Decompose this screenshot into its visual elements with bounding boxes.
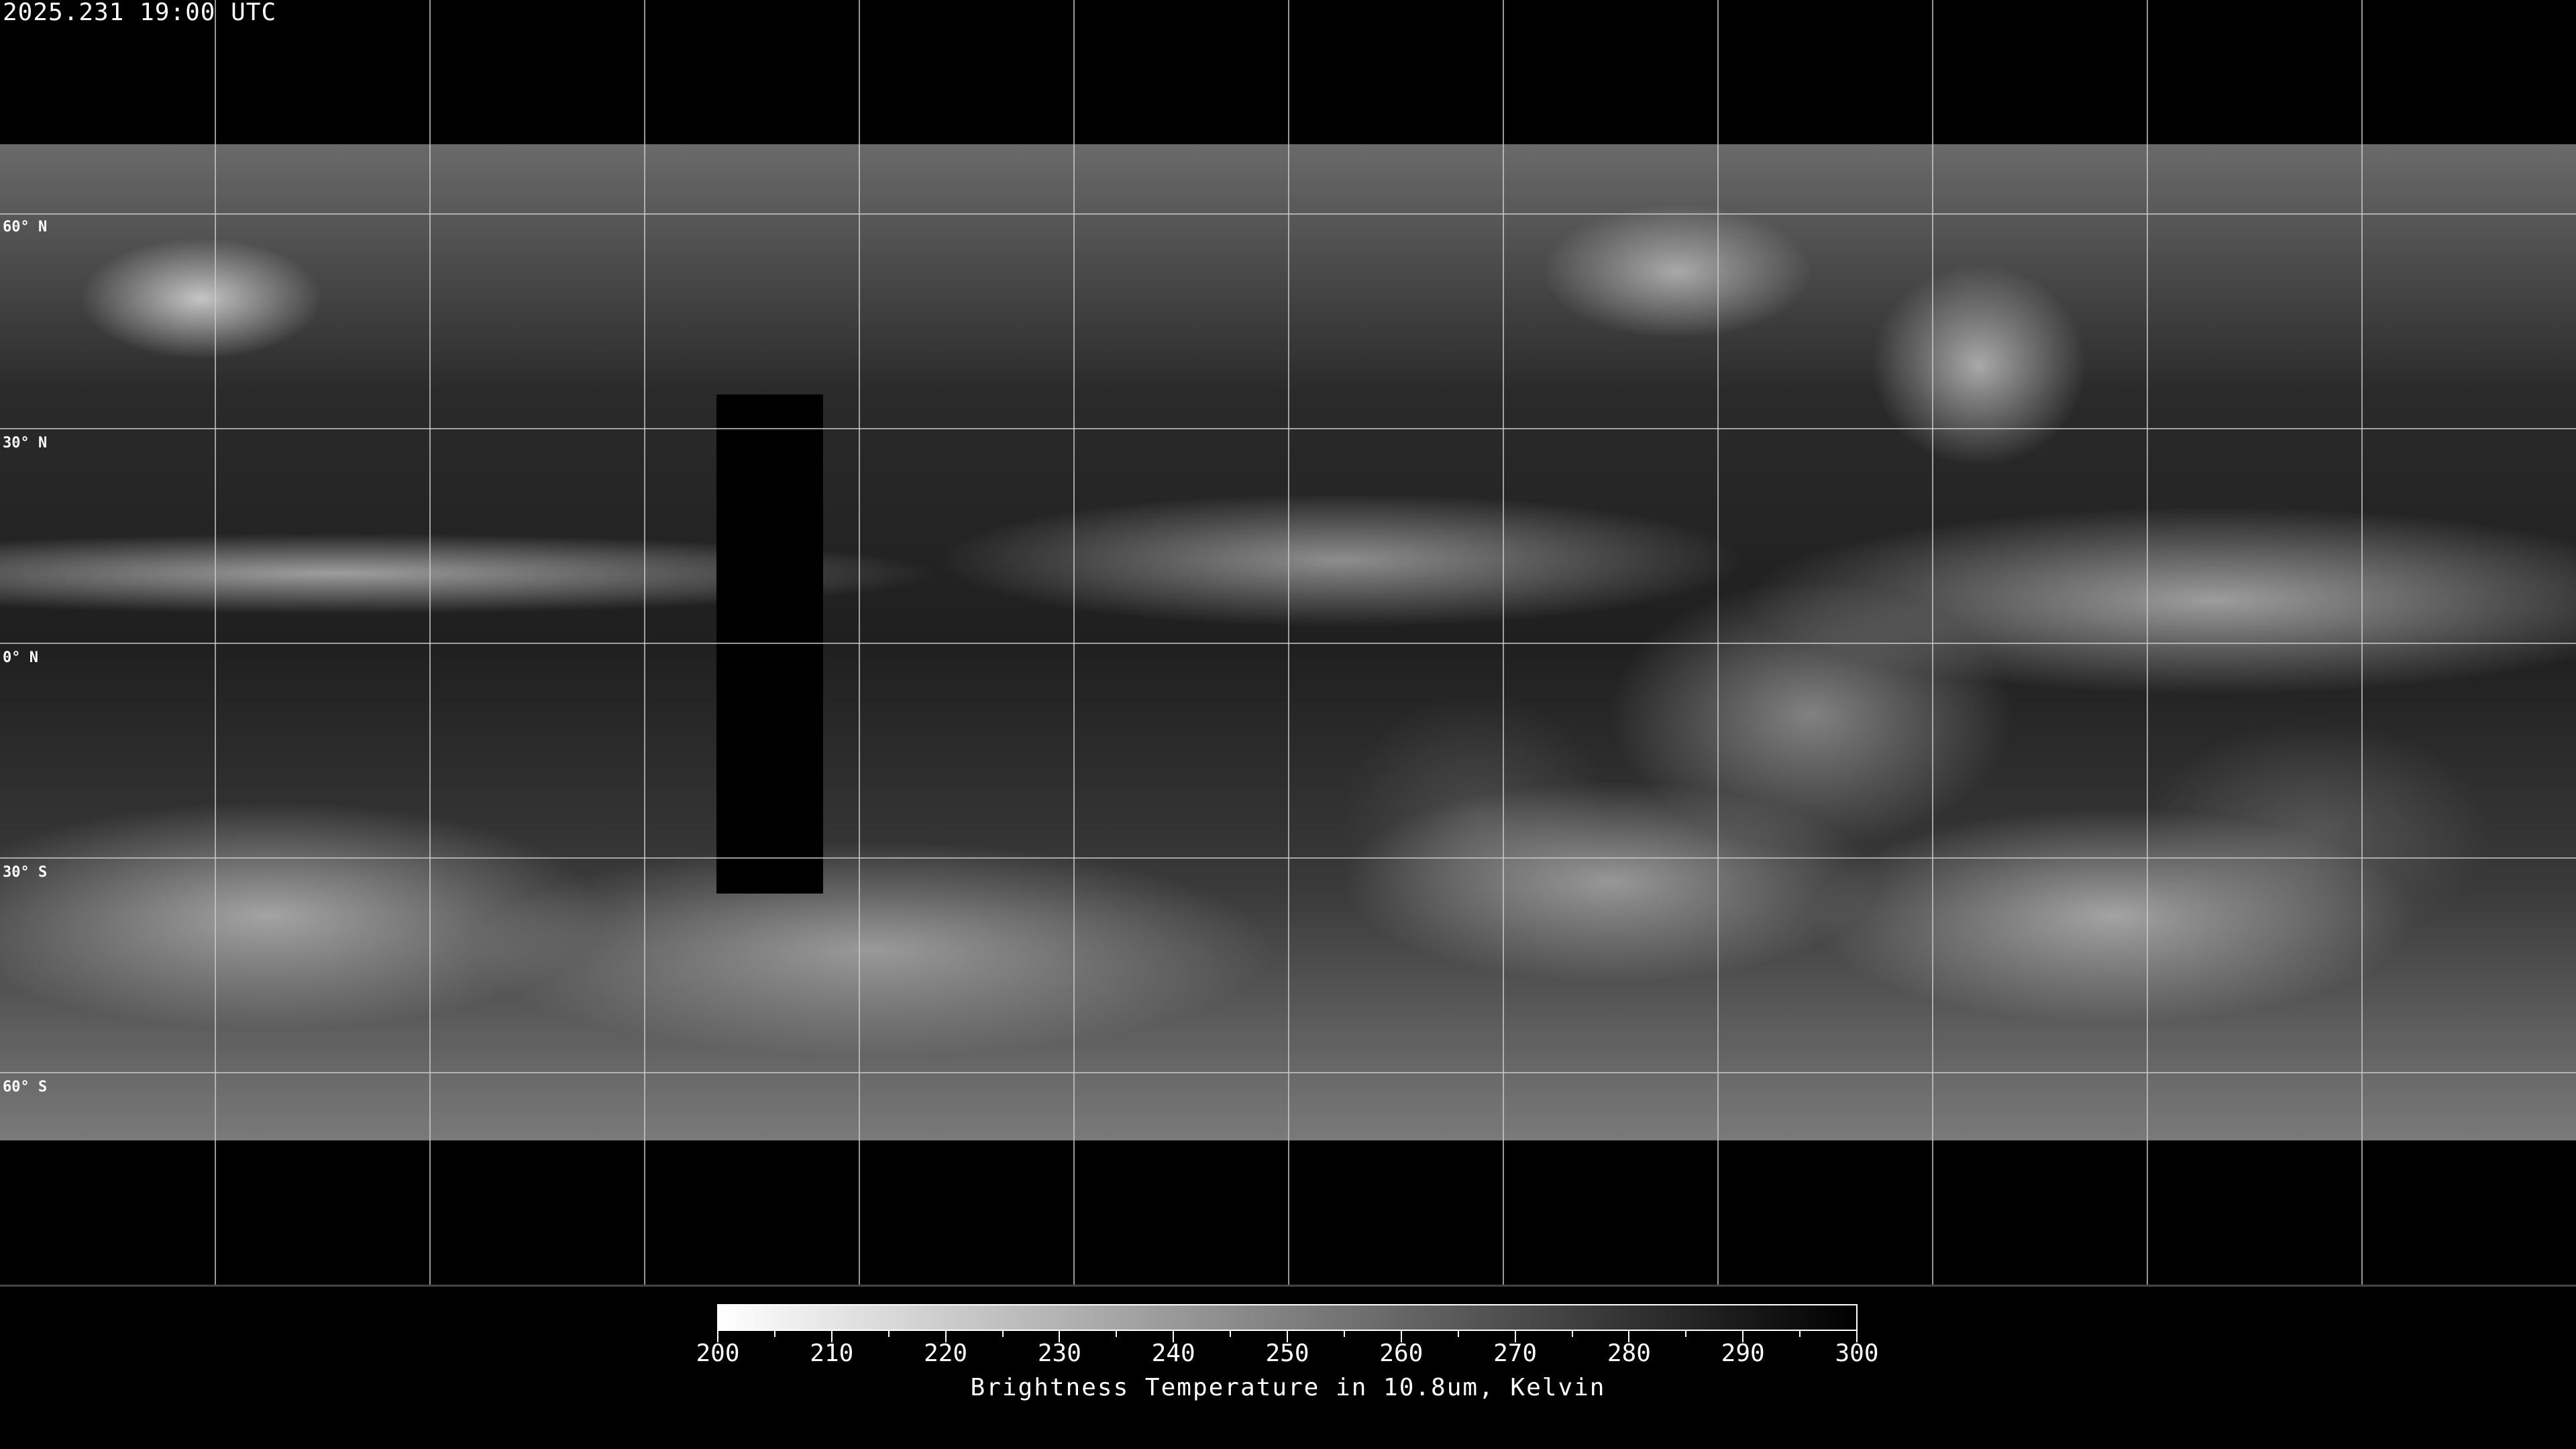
minor-tick (888, 1331, 890, 1337)
parallel-line (0, 1072, 2576, 1073)
major-tick (1400, 1331, 1402, 1342)
major-tick (1173, 1331, 1175, 1342)
tick-label: 250 (1265, 1340, 1309, 1367)
colorbar (717, 1304, 1858, 1331)
major-tick (1059, 1331, 1061, 1342)
parallel-line (0, 213, 2576, 215)
tick-label: 300 (1835, 1340, 1879, 1367)
parallel-line (0, 428, 2576, 429)
meridian-line (859, 0, 860, 1285)
minor-tick (773, 1331, 775, 1337)
major-tick (1742, 1331, 1744, 1342)
meridian-line (1288, 0, 1289, 1285)
tick-label: 200 (696, 1340, 740, 1367)
major-tick (1514, 1331, 1516, 1342)
minor-tick (1457, 1331, 1459, 1337)
minor-tick (1799, 1331, 1801, 1337)
minor-tick (1571, 1331, 1573, 1337)
parallel-line (0, 643, 2576, 644)
major-tick (717, 1331, 718, 1342)
major-tick (1287, 1331, 1288, 1342)
meridian-line (429, 0, 431, 1285)
colorbar-title: Brightness Temperature in 10.8um, Kelvin (970, 1374, 1606, 1401)
lat-label-60n: 60° N (3, 219, 48, 235)
meridian-line (1932, 0, 1933, 1285)
meridian-line (644, 0, 645, 1285)
lat-label-30n: 30° N (3, 435, 48, 451)
tick-label: 220 (924, 1340, 968, 1367)
tick-label: 240 (1151, 1340, 1195, 1367)
tick-label: 280 (1607, 1340, 1651, 1367)
meridian-line (215, 0, 216, 1285)
major-tick (830, 1331, 833, 1342)
missing-data-region (716, 394, 823, 894)
minor-tick (1685, 1331, 1687, 1337)
tick-label: 270 (1493, 1340, 1538, 1367)
tick-label: 260 (1379, 1340, 1424, 1367)
meridian-line (2361, 0, 2363, 1285)
meridian-line (1073, 0, 1075, 1285)
satellite-map: 60° N 30° N 0° N 30° S 60° S 2025.231 19… (0, 0, 2576, 1287)
meridian-line (1503, 0, 1504, 1285)
minor-tick (1230, 1331, 1232, 1337)
minor-tick (1002, 1331, 1004, 1337)
tick-label: 230 (1037, 1340, 1081, 1367)
major-tick (1856, 1331, 1858, 1342)
meridian-line (1717, 0, 1719, 1285)
timestamp: 2025.231 19:00 UTC (3, 0, 277, 26)
meridian-line (2147, 0, 2148, 1285)
major-tick (1628, 1331, 1630, 1342)
parallel-line (0, 857, 2576, 859)
tick-label: 210 (810, 1340, 854, 1367)
lat-label-30s: 30° S (3, 864, 48, 881)
tick-label: 290 (1721, 1340, 1765, 1367)
major-tick (945, 1331, 947, 1342)
minor-tick (1343, 1331, 1345, 1337)
lat-label-0: 0° N (3, 649, 38, 666)
lat-label-60s: 60° S (3, 1079, 48, 1095)
minor-tick (1116, 1331, 1118, 1337)
